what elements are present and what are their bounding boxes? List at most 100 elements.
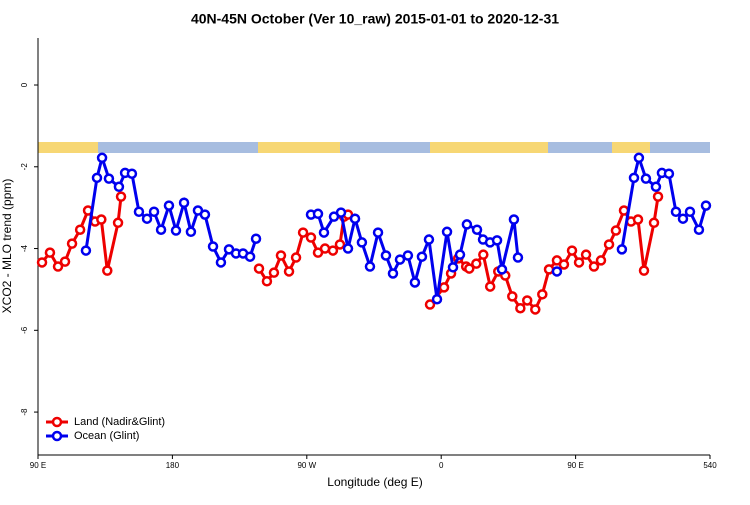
data-point [652,191,664,202]
data-point [275,250,287,261]
data-point [580,249,592,260]
data-point [36,257,48,268]
data-point [507,291,518,302]
data-point [530,304,541,315]
data-point [335,207,347,218]
data-point [573,257,585,268]
data-point [650,181,662,193]
x-axis-label: Longitude (deg E) [327,475,422,489]
y-tick-label: -6 [20,326,29,334]
data-point [595,255,607,266]
data-point [349,213,361,224]
data-point [566,245,578,256]
data-point [640,173,652,184]
data-point [496,264,508,275]
data-point [334,239,346,250]
legend-label: Ocean (Glint) [74,430,139,442]
data-point [684,206,696,217]
data-point [103,173,115,184]
data-point [199,209,211,220]
data-point [312,208,324,220]
data-point [372,227,384,238]
data-point [491,235,503,246]
data-point [96,214,107,225]
data-point [471,224,483,235]
data-point [380,250,392,261]
data-point [356,237,368,248]
data-point [441,226,453,238]
data-point [508,214,520,225]
data-point [250,233,262,244]
data-point [431,293,443,305]
y-tick-label: -4 [20,244,29,252]
data-point [423,234,435,245]
data-point [551,266,563,277]
data-point [290,252,302,263]
chart-title: 40N-45N October (Ver 10_raw) 2015-01-01 … [191,11,559,27]
data-point [318,227,330,238]
data-point [112,217,124,229]
data-point [610,225,622,236]
data-point [677,213,689,224]
data-point [66,238,78,249]
y-tick-label: 0 [20,82,29,87]
data-point [447,262,459,273]
data-point [178,197,190,209]
data-point [305,232,317,243]
data-point [52,261,64,272]
legend-marker [51,430,63,442]
data-point [244,251,256,262]
data-point [394,254,406,265]
data-point [102,265,113,276]
data-point [515,302,526,314]
x-tick-label: 0 [439,461,444,470]
data-point [558,259,570,270]
data-point [387,268,399,279]
data-point [616,244,628,255]
y-tick-label: -2 [20,163,29,171]
data-point [603,239,615,250]
data-point [521,295,533,306]
legend-marker [51,416,63,428]
data-point [402,250,414,261]
data-point [215,257,227,268]
data-point [628,172,640,184]
data-point [126,168,138,179]
data-point [633,152,645,164]
x-tick-label: 180 [166,461,180,470]
data-point [115,191,127,202]
data-point [416,251,428,262]
data-point [91,172,103,184]
data-point [80,245,92,256]
data-point [170,225,182,236]
data-point [283,266,295,277]
data-point [632,214,644,225]
data-point [700,200,712,211]
data-point [342,243,354,254]
data-point [471,258,482,269]
data-point [648,217,660,229]
data-point [588,261,600,272]
data-point [155,224,167,235]
data-point [663,168,675,179]
x-tick-label: 540 [703,461,717,470]
data-point [364,261,376,272]
data-point [464,263,475,274]
data-point [268,267,280,278]
y-tick-label: -8 [20,408,29,416]
data-point [454,249,466,260]
legend-label: Land (Nadir&Glint) [74,416,165,428]
data-point [141,213,153,224]
data-point [207,241,219,252]
data-point [96,152,108,164]
data-point [670,206,682,217]
data-point [261,276,273,287]
data-point [424,299,436,310]
data-point [638,265,650,276]
data-point [148,206,160,217]
data-point [327,245,339,256]
y-axis-label: XCO2 - MLO trend (ppm) [0,179,14,314]
x-tick-label: 90 W [297,461,316,470]
surface-band [38,142,710,153]
